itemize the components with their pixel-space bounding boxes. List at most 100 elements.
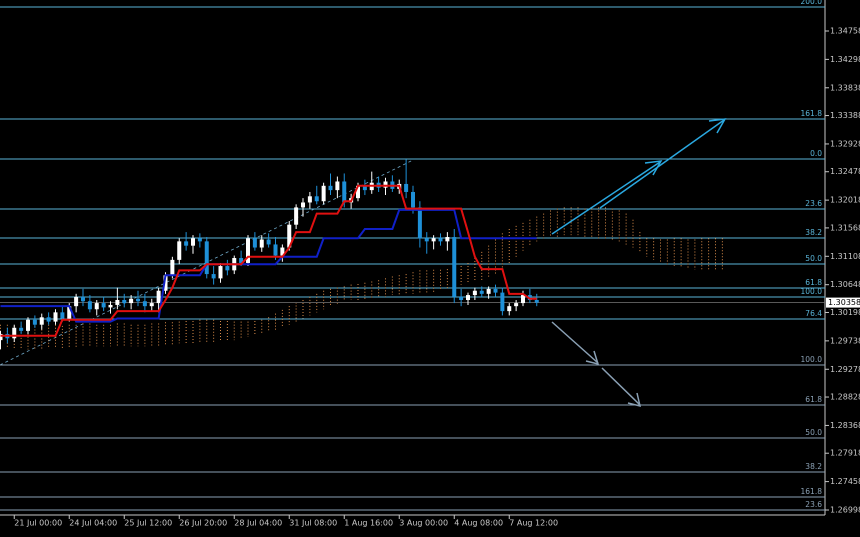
x-tick-label: 31 Jul 08:00 [289,519,337,528]
y-tick-label: 1.30198 [830,308,860,317]
candle-body [12,327,17,339]
fib-label: 0.0 [810,149,822,158]
arrow [599,119,725,209]
candle-body [459,296,464,300]
fib-label: 100.0 [801,355,823,364]
arrow-head [627,392,642,408]
fib-label: 50.0 [805,428,822,437]
y-tick-label: 1.34758 [830,26,860,35]
y-tick-label: 1.28368 [830,421,860,430]
candle-body [19,327,24,331]
candle-body [67,306,72,319]
candle-body [149,303,154,307]
y-tick-label: 1.33838 [830,83,860,92]
candle-body [252,238,257,248]
candle-body [142,301,147,307]
candle-body [163,275,168,291]
candle-body [335,181,340,191]
candle-body [211,274,216,279]
fib-label: 76.4 [805,309,822,318]
bull-arrows [551,118,727,235]
candle-body [424,238,429,242]
fib-label: 200.0 [801,0,823,6]
candle-body [527,295,532,300]
candle-body [287,224,292,248]
candle-body [431,238,436,242]
candle-body [493,288,498,293]
plot-area: 200.0 161.8 0.0 23.6 38.2 50.0 61.8 100.0 76.4 10… [0,0,825,511]
fib-label: 161.8 [801,109,823,118]
candle-body [362,185,367,191]
x-tick-label: 21 Jul 00:00 [14,519,62,528]
arrow [551,321,599,364]
candle-body [280,247,285,256]
candle-body [177,241,182,260]
candle-body [294,207,299,225]
candle-body [108,304,113,308]
y-tick-label: 1.32478 [830,167,860,176]
candle-body [521,295,525,304]
candle-body [115,300,120,305]
arrow-head [644,160,663,176]
y-tick-label: 1.33388 [830,111,860,120]
arrow [601,367,641,406]
candle-body [94,303,99,310]
candle-body [404,183,409,192]
candle-body [122,300,127,304]
y-tick-label: 1.29278 [830,365,860,374]
candle-body [239,258,244,263]
candle-body [39,317,44,325]
fib-label: 38.2 [805,228,822,237]
x-tick-label: 26 Jul 20:00 [179,519,227,528]
y-tick-label: 1.32928 [830,139,860,148]
y-tick-label: 1.27918 [830,449,860,458]
candle-body [0,333,3,341]
candle-body [225,266,230,271]
candle-body [507,306,512,312]
fib-label: 23.6 [805,500,822,509]
candle-body [197,238,202,242]
candle-body [87,301,92,310]
candle-body [156,290,161,304]
y-tick-label: 1.30648 [830,280,860,289]
candle-body [136,298,140,302]
arrow-head [708,118,727,134]
y-tick-label: 1.31108 [830,252,860,261]
x-tick-label: 7 Aug 12:00 [509,519,558,528]
fib-label: 50.0 [805,254,822,263]
y-tick-label: 1.29738 [830,336,860,345]
candle-body [486,288,491,294]
x-tick-label: 25 Jul 12:00 [124,519,172,528]
current-price-label: 1.30358 [828,298,860,307]
candle-body [26,319,30,331]
candle-body [466,295,470,300]
candle-body [246,238,250,263]
arrow-head [585,350,600,366]
y-tick-label: 1.27458 [830,477,860,486]
candle-body [101,303,106,308]
candle-body [32,319,37,325]
fib-label: 38.2 [805,462,822,471]
candle-body [534,300,539,303]
candle-body [81,296,85,302]
x-tick-label: 3 Aug 00:00 [399,519,448,528]
y-tick-label: 1.28828 [830,393,860,402]
candle-body [452,237,457,297]
y-tick-label: 1.32018 [830,196,860,205]
candle-body [479,290,484,294]
candle-body [191,238,195,246]
fib-label: 100.0 [801,287,823,296]
candle-body [74,296,79,307]
x-tick-label: 28 Jul 04:00 [234,519,282,528]
x-tick-label: 1 Aug 16:00 [344,519,393,528]
fib-label: 61.8 [805,395,822,404]
x-tick-label: 24 Jul 04:00 [69,519,117,528]
candle-body [500,292,505,312]
x-tick-label: 4 Aug 08:00 [454,519,503,528]
arrow [551,161,661,235]
candle-body [445,237,450,242]
y-tick-label: 1.31568 [830,223,860,232]
